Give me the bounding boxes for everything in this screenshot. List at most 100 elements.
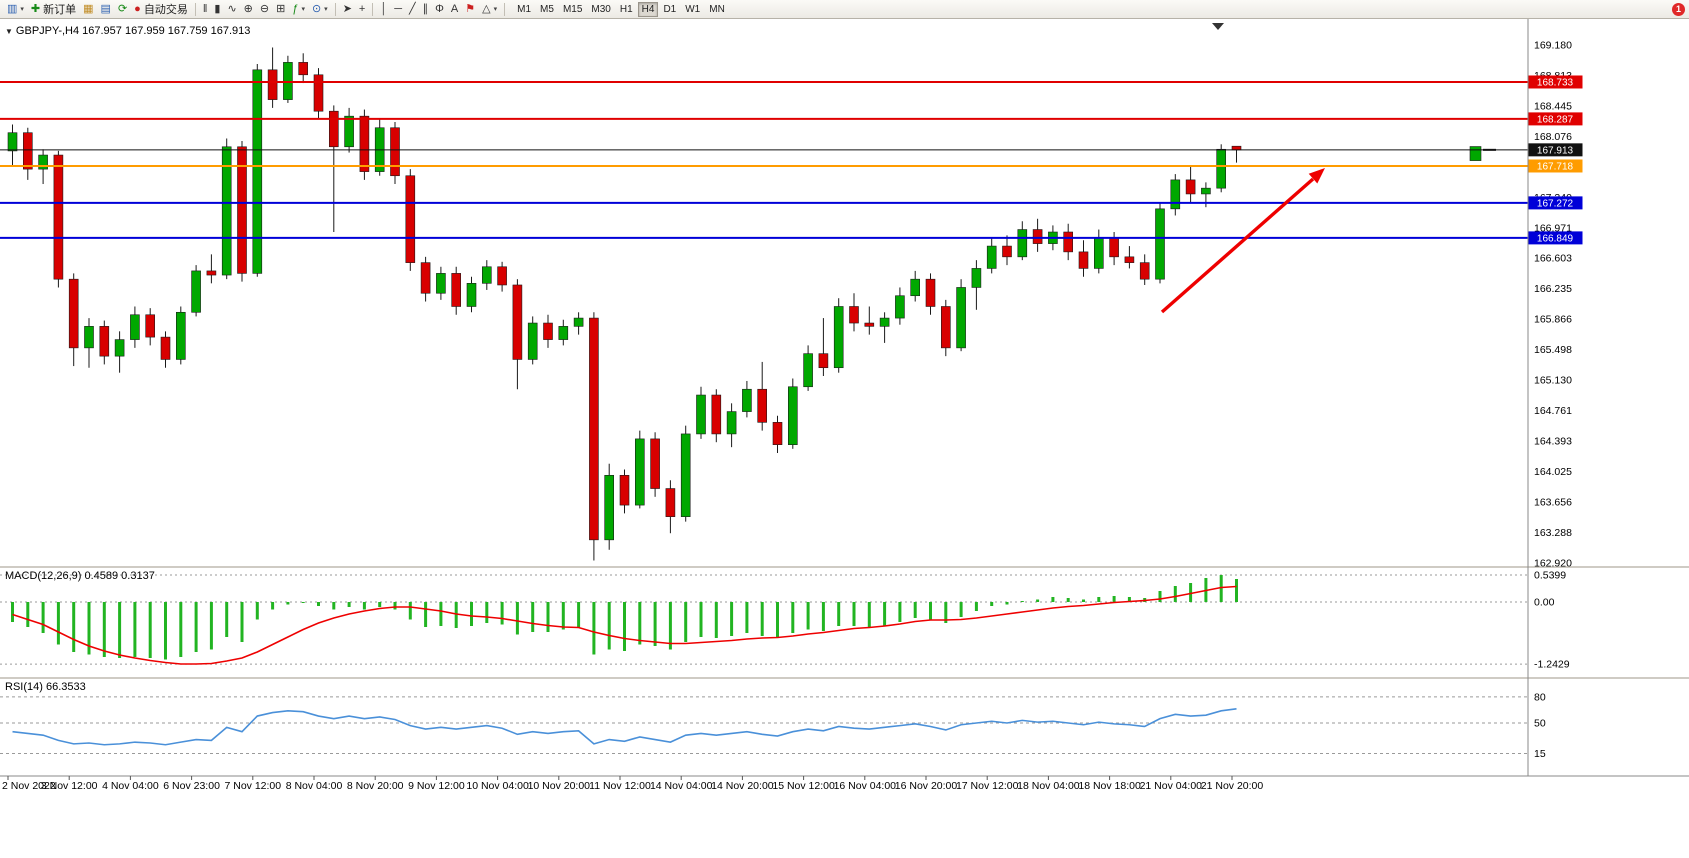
channel-tool-button[interactable]: ∥ xyxy=(420,1,432,18)
candlestick-chart-icon: ▮ xyxy=(214,2,221,15)
refresh-button[interactable]: ⟳ xyxy=(115,1,130,18)
svg-text:163.288: 163.288 xyxy=(1534,527,1572,539)
svg-text:168.445: 168.445 xyxy=(1534,100,1572,112)
horizontal-line-tool-button[interactable]: ─ xyxy=(391,1,405,18)
chart-title: ▼ GBPJPY-,H4 167.957 167.959 167.759 167.… xyxy=(5,25,250,37)
trend-annotation-arrow[interactable] xyxy=(1160,168,1325,314)
svg-text:166.971: 166.971 xyxy=(1534,222,1572,234)
svg-text:-1.2429: -1.2429 xyxy=(1534,659,1570,671)
timeframe-button-w1[interactable]: W1 xyxy=(681,2,704,17)
charts-grid-button[interactable]: ▦ xyxy=(80,1,96,18)
indicators-button[interactable]: ƒ ▾ xyxy=(289,1,308,18)
svg-text:165.866: 165.866 xyxy=(1534,314,1572,326)
timeframe-button-d1[interactable]: D1 xyxy=(659,2,680,17)
chart-menu-icon: ▼ xyxy=(5,27,13,36)
svg-text:166.849: 166.849 xyxy=(1537,233,1574,244)
toolbar-separator xyxy=(334,2,336,16)
refresh-icon: ⟳ xyxy=(117,2,128,15)
shapes-tool-button[interactable]: △ ▾ xyxy=(479,1,500,18)
bar-chart-button[interactable]: ‖ xyxy=(200,1,211,18)
svg-text:2 Nov 2022: 2 Nov 2022 xyxy=(2,780,56,792)
svg-text:8 Nov 20:00: 8 Nov 20:00 xyxy=(347,780,404,792)
shapes-icon: △ xyxy=(482,2,491,15)
new-order-label: 新订单 xyxy=(43,4,77,16)
fibonacci-icon: Φ xyxy=(435,2,444,15)
auto-trading-label: 自动交易 xyxy=(143,4,188,16)
svg-text:166.603: 166.603 xyxy=(1534,253,1572,265)
tile-windows-button[interactable]: ⊞ xyxy=(273,1,288,18)
label-tool-button[interactable]: ⚑ xyxy=(462,1,478,18)
svg-text:0.5399: 0.5399 xyxy=(1534,570,1566,582)
svg-text:166.235: 166.235 xyxy=(1534,283,1572,295)
svg-text:164.393: 164.393 xyxy=(1534,436,1572,448)
cursor-tool-button[interactable]: ➤ xyxy=(340,1,355,18)
current-candle-marker xyxy=(1469,146,1496,161)
svg-text:14 Nov 04:00: 14 Nov 04:00 xyxy=(650,780,713,792)
macd-pane[interactable]: 0.5399 0.00 -1.2429 xyxy=(0,570,1570,671)
auto-trading-icon: ● xyxy=(134,2,141,15)
svg-text:3 Nov 12:00: 3 Nov 12:00 xyxy=(41,780,98,792)
fibonacci-tool-button[interactable]: Φ xyxy=(432,1,447,18)
price-level-lines[interactable] xyxy=(0,80,1528,239)
crosshair-tool-button[interactable]: + xyxy=(356,1,368,18)
svg-text:168.287: 168.287 xyxy=(1537,114,1574,125)
timeframe-button-h1[interactable]: H1 xyxy=(616,2,637,17)
new-chart-caret-icon: ▾ xyxy=(20,6,24,13)
periods-button[interactable]: ⊙ ▾ xyxy=(309,1,331,18)
timeframe-button-mn[interactable]: MN xyxy=(705,2,729,17)
timeframe-button-m1[interactable]: M1 xyxy=(513,2,535,17)
rsi-pane[interactable]: 80 50 15 xyxy=(0,691,1546,760)
svg-text:167.913: 167.913 xyxy=(1537,145,1574,156)
trendline-tool-button[interactable]: ╱ xyxy=(406,1,419,18)
cursor-icon: ➤ xyxy=(342,2,352,15)
notification-badge[interactable]: 1 xyxy=(1672,2,1685,16)
candlestick-chart-button[interactable]: ▮ xyxy=(211,1,223,18)
profiles-button[interactable]: ▤ xyxy=(98,1,114,18)
macd-pane-separator[interactable] xyxy=(0,566,1689,568)
zoom-out-button[interactable]: ⊖ xyxy=(257,1,272,18)
svg-text:18 Nov 18:00: 18 Nov 18:00 xyxy=(1078,780,1141,792)
svg-text:162.920: 162.920 xyxy=(1534,558,1572,570)
text-tool-button[interactable]: A xyxy=(448,1,461,18)
channel-icon: ∥ xyxy=(422,2,429,15)
svg-text:165.498: 165.498 xyxy=(1534,344,1572,356)
periods-icon: ⊙ xyxy=(311,2,322,15)
timeframe-button-m15[interactable]: M15 xyxy=(559,2,586,17)
chart-area[interactable]: 169.180168.813168.445168.076167.708167.3… xyxy=(0,19,1689,858)
rsi-pane-separator[interactable] xyxy=(0,677,1689,679)
auto-trading-button[interactable]: ● 自动交易 xyxy=(131,1,191,18)
svg-text:16 Nov 04:00: 16 Nov 04:00 xyxy=(834,780,897,792)
new-chart-button[interactable]: ▥ ▾ xyxy=(4,1,27,18)
tile-windows-icon: ⊞ xyxy=(276,2,286,15)
rsi-indicator-label: RSI(14) 66.3533 xyxy=(5,681,86,693)
line-chart-button[interactable]: ∿ xyxy=(224,1,239,18)
charts-grid-icon: ▦ xyxy=(83,2,94,15)
svg-text:165.130: 165.130 xyxy=(1534,375,1572,387)
vertical-line-tool-button[interactable]: │ xyxy=(377,1,390,18)
svg-text:167.718: 167.718 xyxy=(1537,161,1574,172)
svg-text:16 Nov 20:00: 16 Nov 20:00 xyxy=(895,780,958,792)
svg-text:17 Nov 12:00: 17 Nov 12:00 xyxy=(956,780,1019,792)
timeframe-button-h4[interactable]: H4 xyxy=(637,1,659,17)
indicators-caret-icon: ▾ xyxy=(301,6,305,13)
svg-text:0.00: 0.00 xyxy=(1534,597,1555,609)
candlestick-series[interactable] xyxy=(7,47,1242,561)
timeframe-button-m30[interactable]: M30 xyxy=(587,2,614,17)
bar-chart-icon: ‖ xyxy=(202,2,208,15)
timeframe-button-m5[interactable]: M5 xyxy=(536,2,558,17)
label-tool-icon: ⚑ xyxy=(465,2,476,15)
timeframe-buttons: M1 M5 M15 M30 H1 H4 D1 W1 MN xyxy=(513,1,729,17)
chart-shift-marker-icon[interactable] xyxy=(1212,23,1224,30)
new-chart-icon: ▥ xyxy=(7,2,18,15)
svg-text:7 Nov 12:00: 7 Nov 12:00 xyxy=(224,780,281,792)
zoom-in-button[interactable]: ⊕ xyxy=(241,1,256,18)
price-level-badges: 168.733 168.287 167.913 167.718 167.272 166.8… xyxy=(1528,75,1583,245)
zoom-in-icon: ⊕ xyxy=(243,2,253,15)
indicators-icon: ƒ xyxy=(292,2,299,15)
price-axis: 169.180168.813168.445168.076167.708167.3… xyxy=(1534,40,1572,570)
svg-text:14 Nov 20:00: 14 Nov 20:00 xyxy=(711,780,774,792)
crosshair-icon: + xyxy=(358,2,366,15)
periods-caret-icon: ▾ xyxy=(324,6,328,13)
horizontal-line-icon: ─ xyxy=(394,2,403,15)
new-order-button[interactable]: ✚ 新订单 xyxy=(28,1,79,18)
